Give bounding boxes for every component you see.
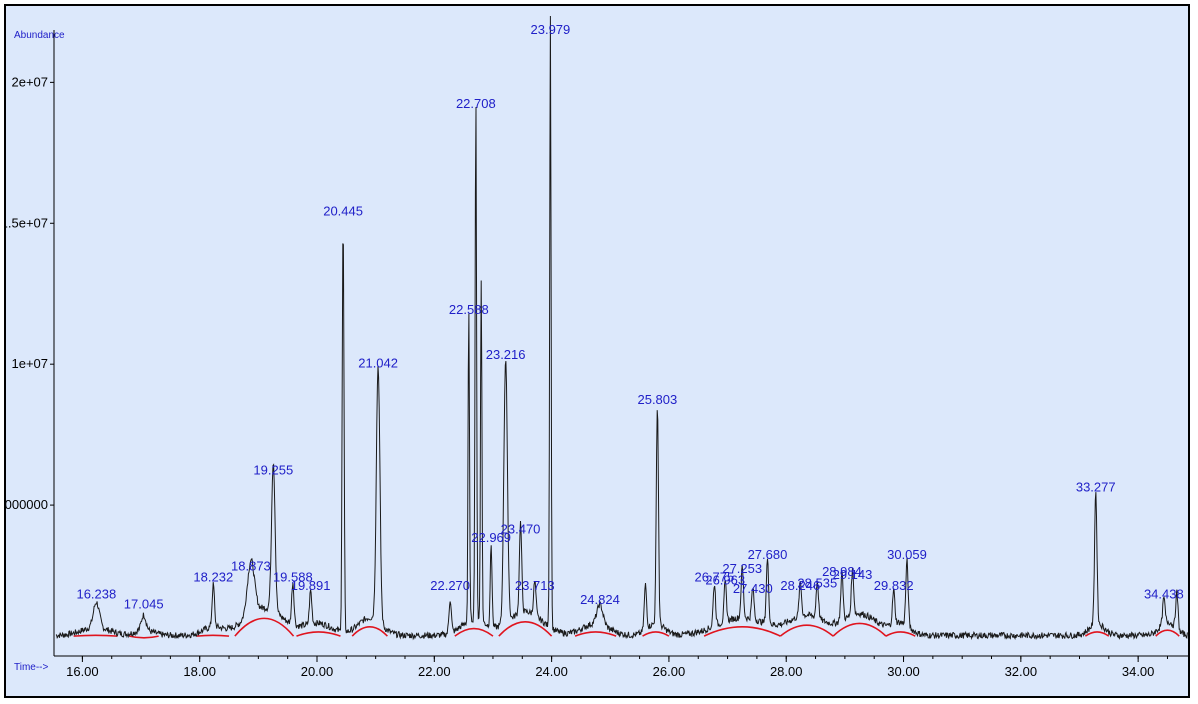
peak-label: 28.246 [780,578,820,593]
peak-label: 17.045 [124,596,164,611]
peak-label: 22.969 [471,530,511,545]
peak-label: 23.470 [501,522,541,537]
peak-label: 19.588 [273,570,313,585]
integration-baseline [885,631,916,637]
peak-label: 27.680 [748,547,788,562]
chromatogram-chart: Abundance Time--> 5000000 1e+07 1.5e+07 2e+… [6,6,1188,696]
x-tick-label: 18.00 [183,664,216,679]
integration-baseline [779,624,834,637]
x-tick-label: 34.00 [1122,664,1155,679]
peak-label: 29.143 [833,567,873,582]
integration-baseline [196,634,230,637]
peak-label: 18.232 [193,570,233,585]
peak-label: 19.255 [253,463,293,478]
x-tick-label: 26.00 [653,664,686,679]
x-tick-label: 24.00 [535,664,568,679]
integration-baseline [642,631,670,637]
y-tick-label: 5000000 [6,497,48,512]
y-tick-label: 1e+07 [11,356,48,371]
y-axis-title: Abundance [14,30,65,41]
peak-label: 25.803 [637,392,677,407]
plot-background [6,6,1188,696]
y-tick-label: 2e+07 [11,74,48,89]
peak-label: 29.832 [874,578,914,593]
peak-label: 16.238 [76,587,116,602]
chromatogram-trace [55,15,1188,641]
integration-baseline [574,631,617,637]
integration-baseline [1155,629,1180,637]
peak-label: 26.963 [705,572,745,587]
integration-baseline [296,631,341,637]
integration-baseline [234,617,295,637]
x-tick-label: 22.00 [418,664,451,679]
x-tick-label: 28.00 [770,664,803,679]
peak-label: 28.535 [797,575,837,590]
peak-label: 27.253 [722,561,762,576]
integration-baseline [498,621,553,637]
peak-label: 28.984 [822,564,862,579]
integration-baseline [703,626,781,637]
peak-label: 18.873 [231,558,271,573]
peak-label: 19.891 [291,578,331,593]
peak-label: 23.979 [531,22,571,37]
peak-label: 24.824 [580,592,620,607]
y-axis: 5000000 1e+07 1.5e+07 2e+07 [6,30,55,656]
peak-label: 30.059 [887,547,927,562]
peak-label: 23.713 [515,578,555,593]
integration-baseline [1084,631,1110,637]
chromatogram-frame: Abundance Time--> 5000000 1e+07 1.5e+07 2e+… [4,4,1190,698]
x-tick-label: 20.00 [301,664,334,679]
peak-label: 22.708 [456,96,496,111]
peak-label: 34.438 [1144,587,1184,602]
integration-baseline [73,634,118,637]
x-tick-label: 30.00 [887,664,920,679]
integration-baselines [73,617,1180,639]
peak-label: 22.270 [430,578,470,593]
x-tick-label: 32.00 [1005,664,1038,679]
y-tick-label: 1.5e+07 [6,215,48,230]
peak-label: 23.216 [486,347,526,362]
integration-baseline [832,622,887,637]
x-tick-label: 16.00 [66,664,99,679]
integration-baseline [454,627,494,637]
integration-baseline [129,635,159,639]
peak-label: 20.445 [323,203,363,218]
x-axis-title: Time--> [14,662,49,673]
peak-label: 26.775 [694,570,734,585]
peak-label: 22.588 [449,302,489,317]
peak-label: 21.042 [358,355,398,370]
peak-label: 33.277 [1076,479,1116,494]
integration-baseline [351,626,388,637]
peak-label: 27.430 [733,581,773,596]
x-axis: 16.00 18.00 20.00 22.00 24.00 26.00 28.00 30.00… [54,655,1188,679]
